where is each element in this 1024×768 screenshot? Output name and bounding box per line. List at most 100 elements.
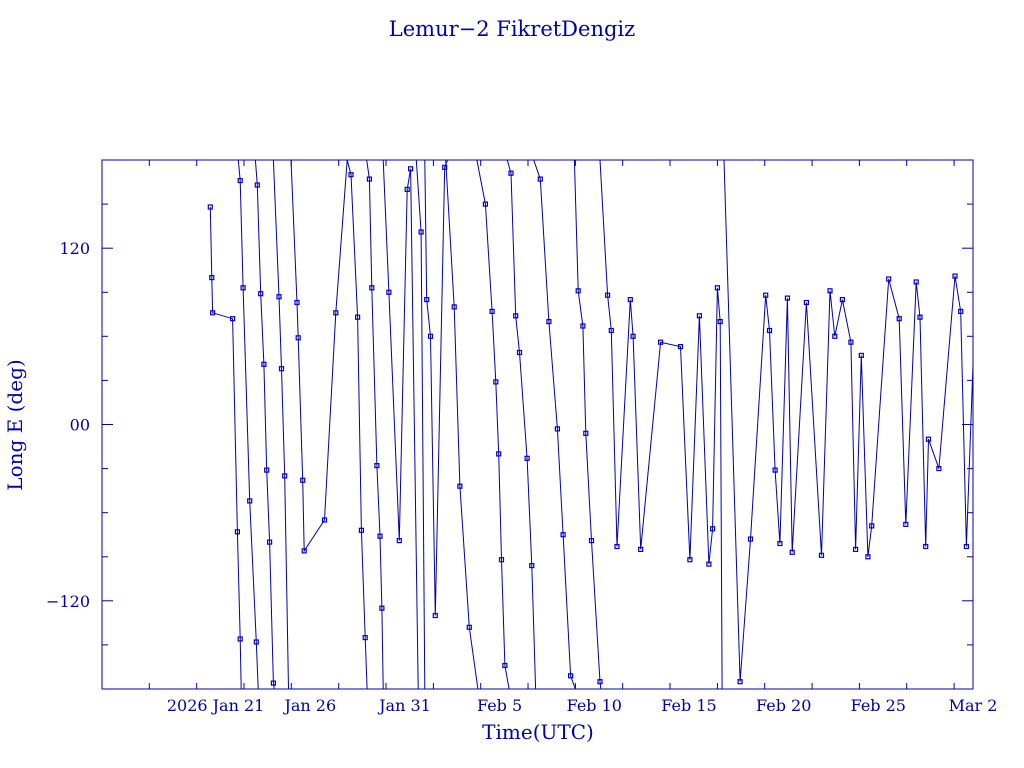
- data-point: [583, 430, 589, 436]
- data-point: [896, 316, 902, 322]
- series-line: [506, 160, 537, 689]
- data-point: [267, 539, 273, 545]
- data-point: [502, 662, 508, 669]
- data-point: [427, 333, 434, 339]
- data-point: [234, 529, 240, 535]
- series-line: [573, 160, 602, 689]
- data-point: [858, 352, 864, 358]
- data-point: [737, 679, 743, 685]
- series-line: [237, 160, 259, 689]
- data-point: [917, 314, 923, 320]
- data-point: [657, 339, 664, 345]
- series-line: [209, 206, 242, 689]
- data-point: [358, 527, 364, 533]
- series-line: [272, 160, 289, 689]
- data-point: [630, 333, 636, 339]
- axes: 2026 Jan 21 Jan 26 Jan 31 Feb 5 Feb 10 Feb 15…: [46, 160, 997, 715]
- data-point: [524, 455, 530, 461]
- data-point: [784, 295, 791, 301]
- data-point: [261, 361, 267, 367]
- data-point: [396, 537, 402, 544]
- plot-frame: [101, 159, 974, 690]
- data-point: [301, 548, 307, 554]
- data-point: [687, 557, 693, 563]
- data-point: [529, 562, 535, 569]
- x-tick-label: Feb 5: [477, 696, 522, 715]
- data-point: [580, 323, 586, 329]
- series-line: [366, 160, 384, 689]
- data-point: [333, 310, 339, 316]
- data-point: [977, 320, 981, 324]
- x-tick-label: Mar 2: [949, 696, 998, 715]
- data-point: [766, 327, 773, 334]
- data-point: [952, 273, 958, 279]
- data-point: [913, 279, 919, 285]
- data-point: [418, 229, 424, 235]
- data-point: [869, 523, 875, 529]
- data-point: [442, 164, 448, 170]
- data-point: [696, 313, 703, 319]
- data-point: [554, 426, 561, 432]
- series-line: [599, 160, 723, 689]
- data-point: [923, 543, 929, 550]
- data-point: [886, 276, 892, 282]
- data-point: [848, 339, 854, 345]
- data-point: [282, 473, 288, 479]
- data-point: [432, 612, 438, 619]
- data-point: [963, 543, 970, 550]
- data-point: [608, 327, 614, 334]
- data-point: [451, 304, 457, 310]
- data-point: [207, 204, 213, 210]
- data-point: [253, 639, 259, 645]
- data-point: [276, 294, 282, 300]
- data-point: [295, 335, 301, 341]
- x-tick-label: Feb 25: [851, 696, 906, 715]
- data-point: [264, 467, 270, 473]
- x-tick-label: Jan 26: [282, 696, 336, 715]
- series-line: [346, 160, 368, 689]
- x-tick-label: Feb 20: [756, 696, 811, 715]
- series-line: [382, 160, 419, 689]
- data-point: [677, 344, 684, 350]
- data-point: [981, 408, 985, 412]
- y-tick-label: 120: [59, 239, 90, 258]
- data-point: [493, 379, 499, 385]
- data-point: [424, 297, 430, 303]
- data-point: [386, 289, 392, 295]
- data-point: [852, 546, 859, 553]
- data-point: [818, 552, 825, 558]
- data-point: [958, 308, 964, 314]
- data-point: [627, 297, 633, 303]
- data-point: [706, 561, 712, 567]
- chart-title: Lemur−2 FikretDengiz: [389, 17, 635, 41]
- data-point: [839, 297, 846, 303]
- data-point: [925, 436, 932, 442]
- data-point: [516, 349, 523, 356]
- data-point: [709, 526, 716, 532]
- data-point: [980, 371, 984, 375]
- data-point: [294, 299, 300, 306]
- data-point: [777, 540, 783, 547]
- data-point: [832, 333, 838, 339]
- series-line: [254, 160, 275, 689]
- series-line: [415, 160, 426, 689]
- data-point: [408, 166, 414, 172]
- data-point: [903, 521, 909, 528]
- data-point: [827, 288, 833, 294]
- x-tick-label: Feb 10: [567, 696, 622, 715]
- data-point: [230, 316, 236, 322]
- y-tick-label: −120: [46, 592, 90, 611]
- data-point: [614, 543, 620, 550]
- data-point: [366, 176, 372, 182]
- data-point: [508, 170, 514, 176]
- series-line: [723, 160, 973, 682]
- data-point: [936, 466, 942, 472]
- data-point: [803, 299, 810, 306]
- data-point: [588, 537, 595, 544]
- y-axis-label: Long E (deg): [3, 359, 27, 490]
- data-point: [404, 186, 410, 192]
- data-point: [560, 532, 566, 538]
- data-point: [489, 308, 495, 314]
- data-point: [482, 201, 488, 207]
